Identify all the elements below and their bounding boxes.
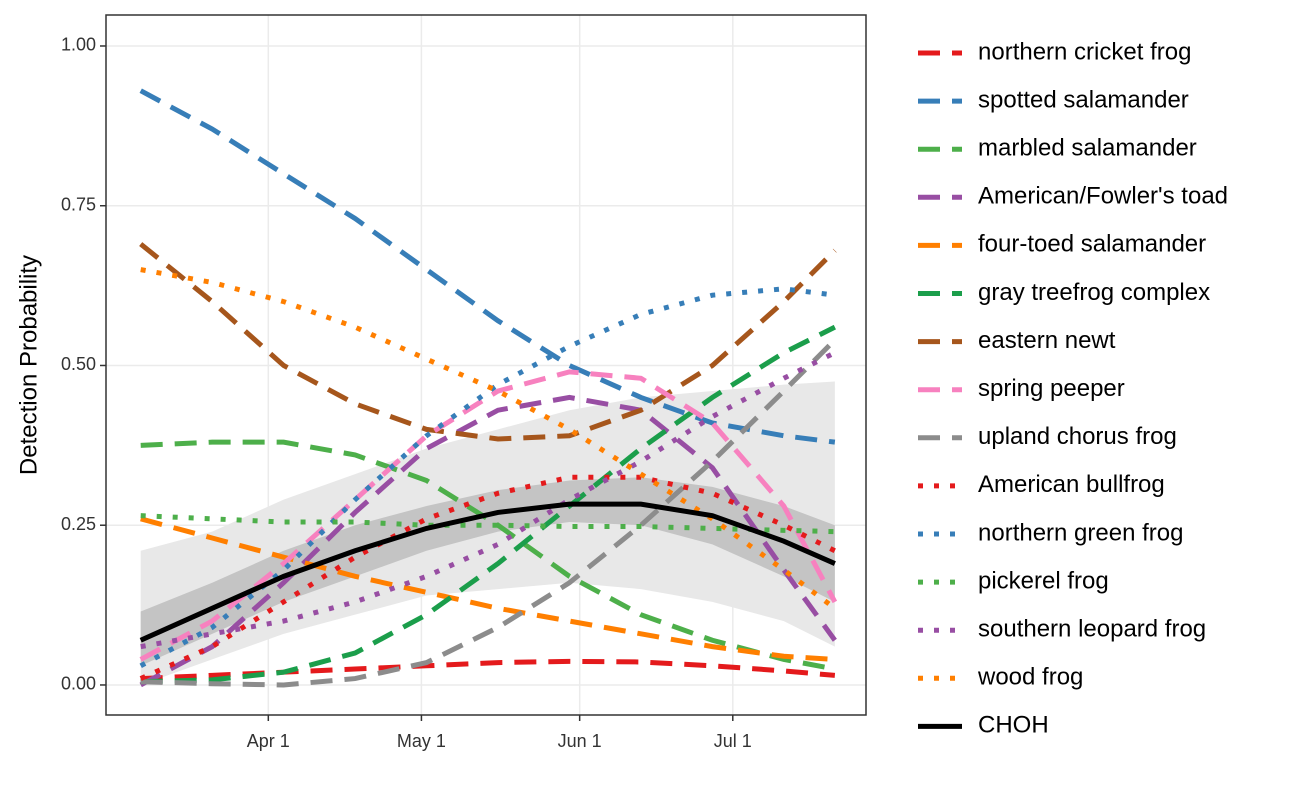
y-tick-label: 0.00 [61,674,96,694]
x-tick-label: May 1 [397,731,446,751]
series-line [140,338,837,688]
legend-label: gray treefrog complex [978,279,1210,306]
legend-label: upland chorus frog [978,423,1177,450]
x-tick-label: Jul 1 [714,731,752,751]
x-tick-label: Apr 1 [247,731,290,751]
y-tick-label: 0.25 [61,514,96,534]
y-tick-label: 1.00 [61,35,96,55]
series-line [140,513,835,535]
confidence-band [140,477,835,666]
series-line [140,324,836,685]
legend-label: American/Fowler's toad [978,183,1228,210]
series-line [140,516,836,662]
legend-label: pickerel frog [978,567,1109,594]
legend-label: spotted salamander [978,86,1189,113]
y-axis-label: Detection Probability [15,255,42,475]
lines [139,88,838,688]
legend-label: American bullfrog [978,471,1165,498]
series-line [139,394,837,688]
legend-label: southern leopard frog [978,616,1206,643]
series-line [140,439,836,672]
legend-label: northern green frog [978,519,1183,546]
series-line [139,88,836,445]
series-line [139,242,837,442]
series-line [139,474,836,681]
bands [140,381,835,685]
legend-label: eastern newt [978,327,1116,354]
legend-label: spring peeper [978,375,1125,402]
y-tick-label: 0.75 [61,194,96,214]
legend-label: CHOH [978,712,1049,739]
x-tick-label: Jun 1 [558,731,602,751]
y-tick-label: 0.50 [61,354,96,374]
legend-label: four-toed salamander [978,231,1206,258]
series-line [140,267,837,611]
legend: northern cricket frog spotted salamander m… [918,38,1228,739]
legend-label: northern cricket frog [978,38,1191,65]
series-line [139,369,838,662]
axes: 0.00 0.25 0.50 0.75 1.00 Apr 1 May 1 Jun 1 Jul 1 [61,35,752,751]
legend-label: wood frog [977,664,1083,691]
legend-label: marbled salamander [978,135,1197,162]
series-line [139,501,836,643]
